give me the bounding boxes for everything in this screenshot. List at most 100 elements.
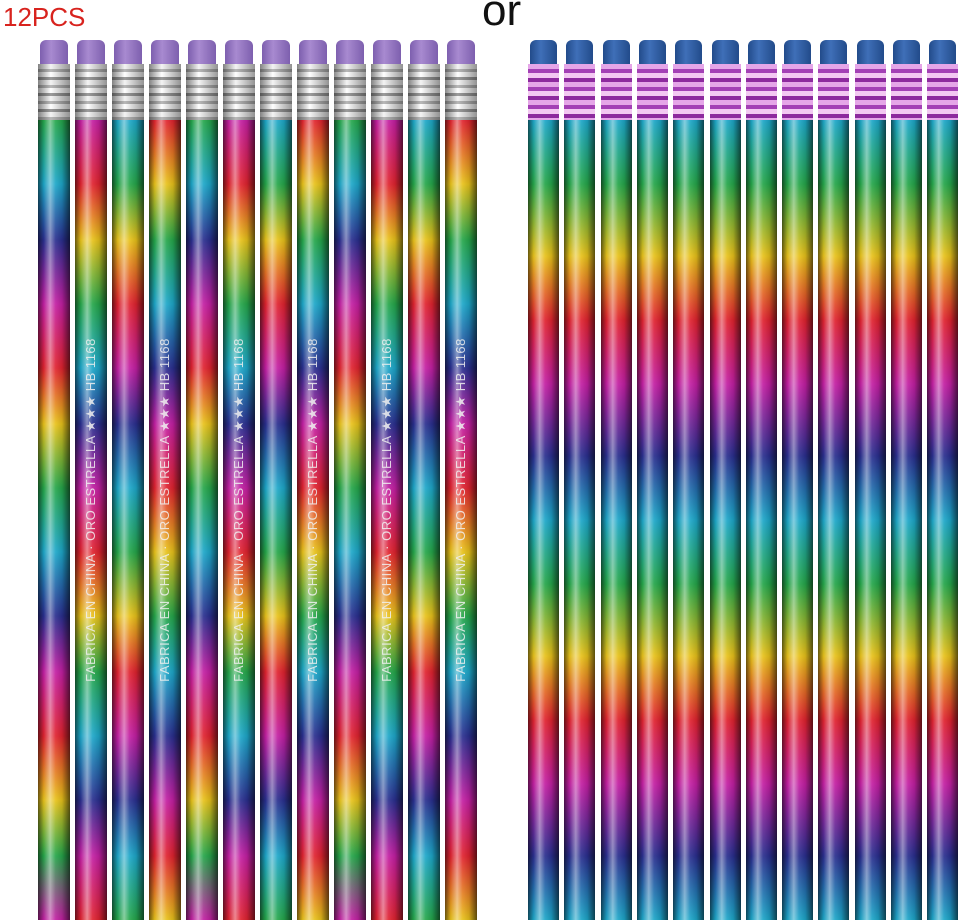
pencil-ferrule xyxy=(600,64,632,122)
pencil-imprint: FABRICA EN CHINA · ORO ESTRELLA ★★★ HB 1… xyxy=(379,338,394,682)
pencil-ferrule xyxy=(709,64,741,122)
pencil-ferrule xyxy=(186,64,218,122)
pencil-ferrule xyxy=(636,64,668,122)
pencil-barrel xyxy=(600,120,632,920)
pencil-barrel xyxy=(745,120,777,920)
pencil-eraser xyxy=(299,40,327,66)
pencil xyxy=(112,40,144,920)
pencil-set-a: FABRICA EN CHINA · ORO ESTRELLA ★★★ HB 1… xyxy=(38,40,481,920)
pencil-eraser xyxy=(747,40,775,66)
pencil-eraser xyxy=(447,40,475,66)
pencil-barrel xyxy=(112,120,144,920)
pencil-barrel xyxy=(297,120,329,920)
pencil xyxy=(927,40,959,920)
pencil-eraser xyxy=(336,40,364,66)
pencil-barrel xyxy=(927,120,959,920)
pencil-eraser xyxy=(262,40,290,66)
pencil: FABRICA EN CHINA · ORO ESTRELLA ★★★ HB 1… xyxy=(223,40,255,920)
pencil-imprint: FABRICA EN CHINA · ORO ESTRELLA ★★★ HB 1… xyxy=(157,338,172,682)
pencil xyxy=(818,40,850,920)
pencil-ferrule xyxy=(334,64,366,122)
pencil-eraser xyxy=(893,40,920,66)
pencil-eraser xyxy=(373,40,401,66)
pencil-ferrule xyxy=(445,64,477,122)
pencil-barrel xyxy=(445,120,477,920)
pencil xyxy=(673,40,705,920)
pencil-barrel xyxy=(673,120,705,920)
pencil-barrel xyxy=(75,120,107,920)
pencil-barrel xyxy=(891,120,922,920)
pencil-eraser xyxy=(566,40,594,66)
or-label: or xyxy=(482,0,522,35)
pencil-barrel xyxy=(528,120,559,920)
pencil: FABRICA EN CHINA · ORO ESTRELLA ★★★ HB 1… xyxy=(149,40,181,920)
pencil xyxy=(528,40,559,920)
pencil-ferrule xyxy=(260,64,292,122)
pencil-barrel xyxy=(334,120,366,920)
pencil-imprint: FABRICA EN CHINA · ORO ESTRELLA ★★★ HB 1… xyxy=(453,338,468,682)
pencil-eraser xyxy=(225,40,253,66)
pencil-ferrule xyxy=(528,64,559,122)
pencil-barrel xyxy=(38,120,70,920)
pencil-ferrule xyxy=(38,64,70,122)
pencil-imprint: FABRICA EN CHINA · ORO ESTRELLA ★★★ HB 1… xyxy=(305,338,320,682)
pencil-eraser xyxy=(151,40,179,66)
pencil-eraser xyxy=(675,40,703,66)
pencil xyxy=(600,40,632,920)
pencil xyxy=(891,40,922,920)
pencil-eraser xyxy=(410,40,438,66)
pencil-ferrule xyxy=(564,64,596,122)
pencil-barrel xyxy=(636,120,668,920)
pencil-ferrule xyxy=(371,64,403,122)
quantity-label: 12PCS xyxy=(3,2,86,32)
pencil-set-b xyxy=(528,40,960,920)
pencil-barrel xyxy=(854,120,886,920)
pencil-ferrule xyxy=(891,64,922,122)
pencil-ferrule xyxy=(297,64,329,122)
pencil-ferrule xyxy=(223,64,255,122)
pencil: FABRICA EN CHINA · ORO ESTRELLA ★★★ HB 1… xyxy=(445,40,477,920)
pencil-barrel xyxy=(371,120,403,920)
pencil-ferrule xyxy=(745,64,777,122)
pencil-barrel xyxy=(260,120,292,920)
pencil xyxy=(709,40,741,920)
pencil-ferrule xyxy=(408,64,440,122)
pencil-imprint: FABRICA EN CHINA · ORO ESTRELLA ★★★ HB 1… xyxy=(231,338,246,682)
pencil-ferrule xyxy=(854,64,886,122)
pencil-barrel xyxy=(186,120,218,920)
pencil-eraser xyxy=(188,40,216,66)
pencil-ferrule xyxy=(818,64,850,122)
pencil-eraser xyxy=(77,40,105,66)
pencil: FABRICA EN CHINA · ORO ESTRELLA ★★★ HB 1… xyxy=(297,40,329,920)
pencil-ferrule xyxy=(75,64,107,122)
pencil-ferrule xyxy=(112,64,144,122)
pencil: FABRICA EN CHINA · ORO ESTRELLA ★★★ HB 1… xyxy=(371,40,403,920)
pencil-eraser xyxy=(929,40,957,66)
pencil xyxy=(636,40,668,920)
pencil-eraser xyxy=(638,40,666,66)
pencil-barrel xyxy=(223,120,255,920)
pencil-barrel xyxy=(818,120,850,920)
pencil xyxy=(408,40,440,920)
pencil xyxy=(564,40,596,920)
pencil-eraser xyxy=(784,40,812,66)
pencil xyxy=(38,40,70,920)
pencil xyxy=(260,40,292,920)
pencil-eraser xyxy=(711,40,739,66)
pencil: FABRICA EN CHINA · ORO ESTRELLA ★★★ HB 1… xyxy=(75,40,107,920)
pencil xyxy=(854,40,886,920)
pencil-barrel xyxy=(709,120,741,920)
pencil-barrel xyxy=(408,120,440,920)
pencil-eraser xyxy=(40,40,68,66)
pencil-eraser xyxy=(602,40,630,66)
pencil-ferrule xyxy=(782,64,814,122)
pencil xyxy=(334,40,366,920)
pencil-ferrule xyxy=(927,64,959,122)
pencil-eraser xyxy=(856,40,884,66)
pencil-ferrule xyxy=(673,64,705,122)
pencil-eraser xyxy=(530,40,557,66)
pencil-barrel xyxy=(782,120,814,920)
pencil-barrel xyxy=(564,120,596,920)
pencil-ferrule xyxy=(149,64,181,122)
pencil-imprint: FABRICA EN CHINA · ORO ESTRELLA ★★★ HB 1… xyxy=(83,338,98,682)
